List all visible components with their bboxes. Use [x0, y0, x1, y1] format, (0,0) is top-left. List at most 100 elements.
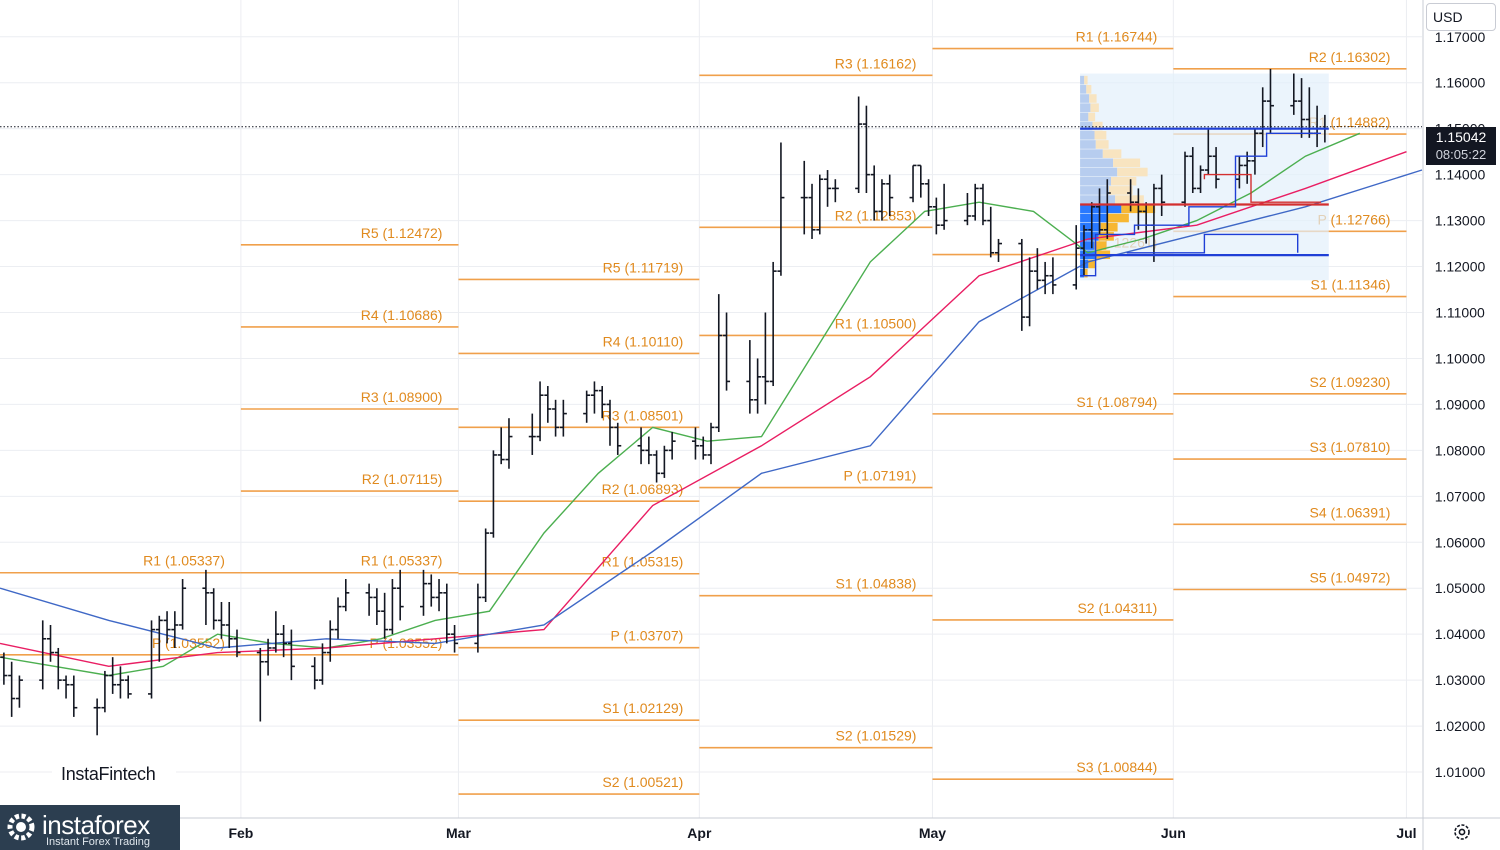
- ohlc-bar: [54, 647, 62, 690]
- x-tick-label: May: [919, 825, 946, 841]
- ohlc-bar: [1049, 257, 1057, 295]
- ohlc-bar: [443, 583, 451, 644]
- volume-profile-bar-down: [1102, 149, 1122, 158]
- ohlc-bar: [8, 661, 16, 717]
- moving-average-line-1: [0, 132, 1361, 677]
- ohlc-bar: [1134, 188, 1142, 230]
- ohlc-bar: [381, 592, 389, 639]
- candles: [0, 68, 1329, 736]
- ohlc-bar: [987, 206, 995, 258]
- last-price-value: 1.15042: [1435, 129, 1487, 145]
- candle-countdown: 08:05:22: [1435, 147, 1487, 162]
- ohlc-bar: [171, 611, 179, 648]
- ohlc-bar: [528, 413, 536, 455]
- pivot-label-r2: R2 (1.07115): [362, 471, 443, 487]
- ohlc-bar: [1266, 68, 1274, 134]
- ohlc-bar: [1212, 147, 1220, 189]
- pivot-label-s2: S2 (1.04311): [1077, 600, 1157, 616]
- ohlc-bar: [536, 381, 544, 442]
- ohlc-bar: [544, 386, 552, 423]
- y-tick-label: 1.08000: [1435, 442, 1486, 458]
- ohlc-bar: [862, 105, 870, 194]
- volume-profile-bar-down: [1094, 241, 1107, 250]
- pivot-label-r1: R1 (1.05337): [143, 553, 225, 569]
- pivot-label-s1: S1 (1.04838): [836, 576, 917, 592]
- ohlc-bar: [583, 390, 591, 423]
- ohlc-bar: [940, 183, 948, 230]
- ohlc-bar: [653, 450, 661, 483]
- ohlc-bar: [746, 340, 754, 414]
- ohlc-bar: [388, 579, 396, 635]
- ohlc-bar: [155, 615, 163, 662]
- ohlc-bar: [62, 675, 70, 699]
- volume-profile-bar-down: [1113, 158, 1141, 168]
- volume-profile-bar-down: [1117, 167, 1148, 177]
- ohlc-bar: [311, 657, 319, 690]
- brand-tagline: Instant Forex Trading: [46, 836, 150, 848]
- brand-gear-icon: [7, 813, 35, 841]
- ohlc-bar: [0, 652, 8, 685]
- ohlc-bar: [505, 418, 513, 469]
- volume-profile-bar-down: [1111, 176, 1137, 186]
- ohlc-bar: [419, 569, 427, 616]
- volume-profile-bar-down: [1086, 85, 1092, 94]
- volume-profile-bar-up: [1080, 213, 1107, 223]
- pivot-label-s2: S2 (1.00521): [602, 774, 683, 790]
- x-tick-label: Feb: [228, 825, 253, 841]
- volume-profile-bar-up: [1080, 149, 1103, 158]
- profile-lines: [0, 126, 1422, 277]
- pivot-levels: R1 (1.05337) P (1.03552) R5 (1.12472) R4 (1…: [0, 29, 1407, 795]
- y-tick-label: 1.05000: [1435, 580, 1486, 596]
- pivot-label-r1: R1 (1.14882): [1309, 114, 1391, 130]
- ohlc-bar: [995, 238, 1003, 262]
- y-tick-label: 1.03000: [1435, 672, 1486, 688]
- currency-selector[interactable]: USD: [1426, 3, 1496, 31]
- ohlc-bar: [1018, 238, 1026, 331]
- volume-profile-bar-down: [1084, 75, 1088, 85]
- ohlc-bar: [210, 588, 218, 630]
- y-tick-label: 1.11000: [1435, 304, 1485, 320]
- pivot-label-p: P (1.12766): [1318, 211, 1391, 227]
- y-tick-label: 1.02000: [1435, 718, 1486, 734]
- ohlc-bar: [202, 569, 210, 625]
- ohlc-bar: [925, 179, 933, 216]
- y-tick-label: 1.07000: [1435, 488, 1486, 504]
- ohlc-bar: [225, 602, 233, 648]
- ohlc-bar: [761, 312, 769, 405]
- settings-icon[interactable]: [1452, 822, 1472, 842]
- ohlc-bar: [280, 624, 288, 658]
- ohlc-bar: [963, 193, 971, 226]
- ohlc-bar: [870, 165, 878, 221]
- ohlc-bar: [824, 170, 832, 207]
- volume-profile-bar-up: [1080, 222, 1101, 232]
- volume-profile-bar-down: [1100, 222, 1118, 232]
- step-line: [1080, 132, 1321, 277]
- ohlc-bar: [769, 261, 777, 387]
- brand-bar: instaforex Instant Forex Trading: [0, 805, 180, 850]
- x-tick-label: Jun: [1161, 825, 1186, 841]
- ohlc-bar: [256, 647, 264, 722]
- ohlc-bar: [699, 436, 707, 460]
- watermark-text: InstaFintech: [61, 764, 156, 784]
- volume-profile-bar-down: [1088, 259, 1096, 269]
- ohlc-bar: [777, 142, 785, 276]
- ohlc-bar: [427, 574, 435, 607]
- ohlc-bar: [124, 675, 132, 699]
- pivot-label-s5: S5 (1.04972): [1310, 570, 1391, 586]
- ohlc-bar: [373, 588, 381, 625]
- pivot-label-s3: S3 (1.07810): [1310, 439, 1391, 455]
- currency-label: USD: [1433, 9, 1463, 25]
- step-line: [1126, 233, 1299, 254]
- ohlc-bar: [264, 638, 272, 676]
- pivot-label-r2: R2 (1.16302): [1309, 49, 1391, 65]
- ohlc-bar: [1243, 151, 1251, 184]
- ohlc-bar: [1181, 151, 1189, 207]
- x-axis-panel: [0, 818, 1500, 850]
- ohlc-bar: [1096, 188, 1104, 235]
- ohlc-bar: [482, 528, 490, 603]
- ohlc-bar: [334, 597, 342, 639]
- ohlc-bar: [637, 427, 645, 465]
- ohlc-bar: [645, 436, 653, 465]
- ohlc-bar: [979, 183, 987, 226]
